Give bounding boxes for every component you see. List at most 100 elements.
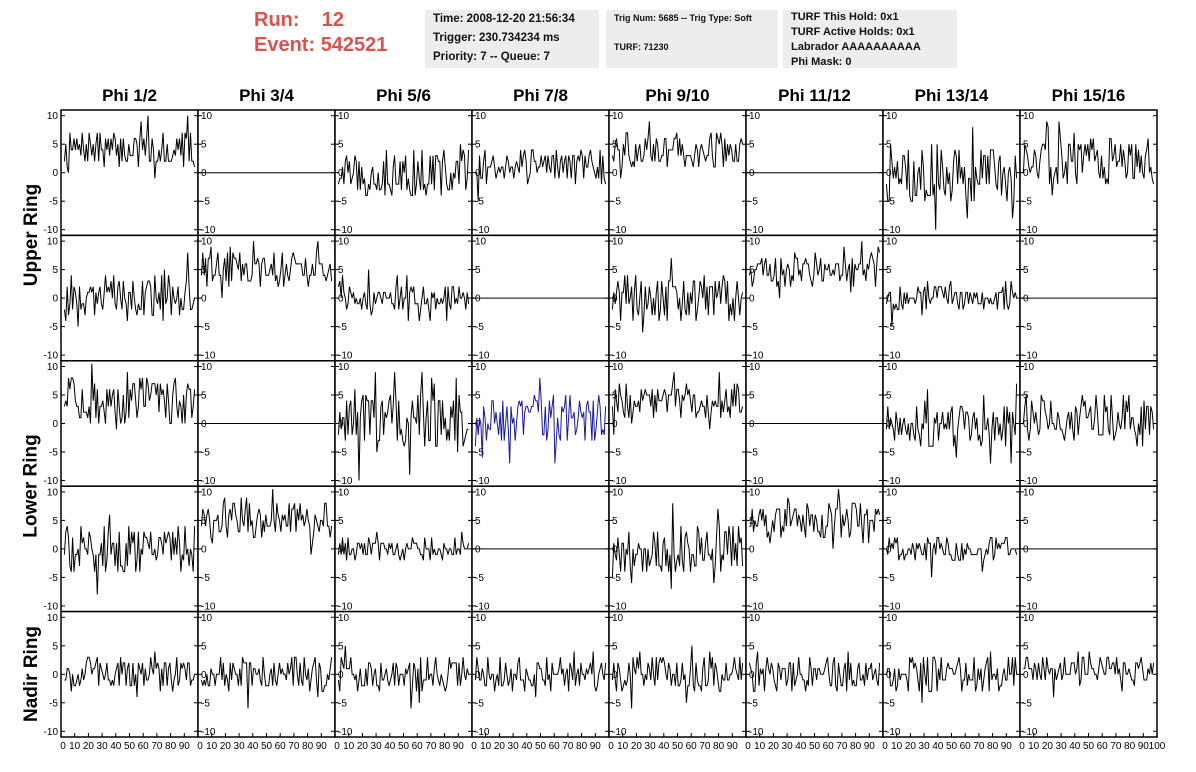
y-tick-label: 0 — [475, 544, 481, 555]
x-tick-label: 60 — [138, 741, 150, 752]
y-tick-label: -10 — [338, 225, 353, 236]
waveform-trace — [200, 489, 333, 555]
y-tick-label: -5 — [612, 322, 621, 333]
panel-frame — [608, 360, 747, 487]
y-tick-label: -10 — [475, 601, 490, 612]
y-tick-label: 5 — [338, 140, 344, 151]
y-tick-label: -5 — [475, 322, 484, 333]
y-tick-label: -10 — [886, 601, 901, 612]
y-tick-label: -10 — [749, 476, 764, 487]
y-tick-label: -10 — [612, 601, 627, 612]
waveform-trace — [63, 115, 196, 179]
waveform-trace — [885, 537, 1018, 578]
y-tick-label: -10 — [1023, 476, 1038, 487]
y-tick-label: 0 — [1023, 168, 1029, 179]
y-tick-label: -5 — [338, 448, 347, 459]
panel-frame — [882, 109, 1021, 237]
x-tick-label: 0 — [882, 741, 888, 752]
y-tick-label: 5 — [338, 265, 344, 276]
x-tick-label: 50 — [672, 741, 684, 752]
y-tick-label: 0 — [886, 168, 892, 179]
y-tick-label: -10 — [338, 351, 353, 362]
x-tick-label: 90 — [727, 741, 739, 752]
waveform-trace — [337, 372, 469, 481]
column-header: Phi 13/14 — [914, 86, 989, 105]
y-tick-label: 0 — [1023, 294, 1029, 305]
y-tick-label: 5 — [201, 641, 207, 652]
y-tick-label: -10 — [1023, 727, 1038, 738]
y-tick-label: 5 — [886, 391, 892, 402]
y-tick-label: 10 — [749, 487, 761, 498]
waveform-trace — [474, 651, 607, 698]
y-tick-label: 5 — [612, 641, 618, 652]
y-tick-label: 5 — [886, 265, 892, 276]
y-tick-label: 5 — [475, 391, 481, 402]
y-tick-label: -5 — [338, 573, 347, 584]
y-tick-label: -10 — [201, 601, 216, 612]
y-tick-label: 5 — [886, 641, 892, 652]
y-tick-label: -10 — [475, 727, 490, 738]
y-tick-label: 0 — [1023, 544, 1029, 555]
y-tick-label: 10 — [475, 362, 487, 373]
y-tick-label: 10 — [749, 237, 761, 248]
y-tick-label: 10 — [47, 237, 59, 248]
y-tick-label: 5 — [1023, 641, 1029, 652]
x-tick-label: 10 — [1028, 741, 1040, 752]
panel-frame — [1019, 109, 1158, 237]
x-tick-label: 10 — [754, 741, 766, 752]
x-tick-label: 40 — [521, 741, 533, 752]
y-tick-label: 5 — [52, 140, 58, 151]
y-tick-label: 10 — [47, 613, 59, 624]
y-tick-label: 0 — [749, 544, 755, 555]
x-tick-label: 30 — [782, 741, 794, 752]
y-tick-label: 10 — [338, 111, 350, 122]
x-tick-label: 50 — [946, 741, 958, 752]
y-tick-label: -5 — [886, 322, 895, 333]
y-tick-label: -5 — [612, 698, 621, 709]
x-tick-label: 60 — [960, 741, 972, 752]
y-tick-label: -10 — [44, 601, 59, 612]
y-tick-label: -5 — [338, 322, 347, 333]
y-tick-label: 5 — [338, 391, 344, 402]
y-tick-label: -5 — [749, 322, 758, 333]
y-tick-label: 5 — [1023, 265, 1029, 276]
y-tick-label: -5 — [475, 573, 484, 584]
waveform-trace — [611, 372, 744, 435]
panel-frame — [60, 360, 199, 487]
x-tick-label: 70 — [1110, 741, 1122, 752]
x-tick-label: 70 — [973, 741, 985, 752]
y-tick-label: -10 — [612, 351, 627, 362]
y-tick-label: 5 — [201, 516, 207, 527]
x-tick-label: 20 — [357, 741, 369, 752]
y-tick-label: 5 — [201, 391, 207, 402]
x-tick-label: 0 — [60, 741, 66, 752]
turf-this-hold-text: TURF This Hold: 0x1 — [791, 11, 899, 23]
y-tick-label: 5 — [475, 641, 481, 652]
y-tick-label: 5 — [475, 516, 481, 527]
x-tick-label: 20 — [905, 741, 917, 752]
panel-frame — [60, 234, 199, 362]
waveform-trace — [1022, 394, 1155, 447]
x-tick-label: 40 — [110, 741, 122, 752]
y-tick-label: 5 — [1023, 140, 1029, 151]
y-tick-label: 10 — [475, 111, 487, 122]
y-tick-label: -10 — [886, 476, 901, 487]
turf-text: TURF: 71230 — [614, 42, 669, 52]
waveform-trace — [200, 241, 333, 299]
y-tick-label: 5 — [475, 265, 481, 276]
y-tick-label: 10 — [1023, 613, 1035, 624]
x-tick-label: 90 — [590, 741, 602, 752]
waveform-trace — [611, 121, 744, 179]
x-tick-label: 60 — [1097, 741, 1109, 752]
